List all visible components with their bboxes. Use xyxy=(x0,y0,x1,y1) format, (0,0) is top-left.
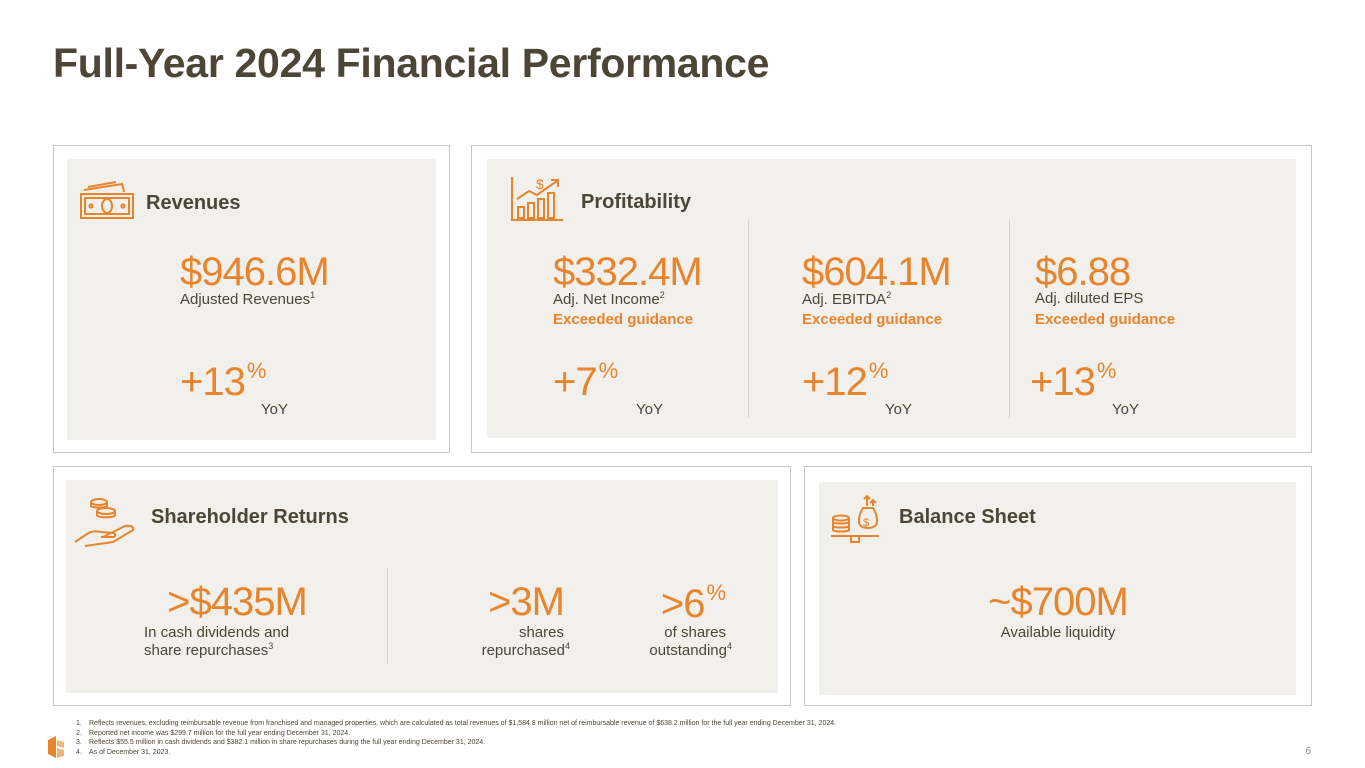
adj-ebitda-value: $604.1M xyxy=(802,250,952,294)
company-logo xyxy=(48,736,64,758)
adj-diluted-eps-growth: +13% xyxy=(1030,358,1117,404)
revenues-growth: +13% xyxy=(180,358,267,404)
adj-net-income-status: Exceeded guidance xyxy=(553,311,694,328)
shareholder-returns-heading: Shareholder Returns xyxy=(151,506,349,528)
svg-text:$: $ xyxy=(536,176,544,192)
adjusted-revenues-label: Adjusted Revenues1 xyxy=(180,290,316,308)
available-liquidity-label: Available liquidity xyxy=(1000,624,1116,641)
adj-diluted-eps-label: Adj. diluted EPS xyxy=(1035,290,1144,307)
footnote: 2. Reported net income was $299.7 million… xyxy=(76,729,351,737)
adjusted-revenues-value: $946.6M xyxy=(180,250,330,294)
hand-coins-icon xyxy=(74,498,135,547)
adj-ebitda-status: Exceeded guidance xyxy=(802,311,943,328)
revenues-yoy-label: YoY xyxy=(261,401,288,418)
cash-icon xyxy=(80,181,134,219)
page-number: 6 xyxy=(1305,746,1311,757)
svg-text:$: $ xyxy=(863,517,869,529)
adj-net-income-growth: +7% xyxy=(553,358,619,404)
adj-net-income-yoy-label: YoY xyxy=(636,401,663,418)
adj-diluted-eps-status: Exceeded guidance xyxy=(1035,311,1176,328)
footnote: 1. Reflects revenues, excluding reimbursa… xyxy=(76,720,837,727)
adj-net-income-label: Adj. Net Income2 xyxy=(553,290,665,308)
profitability-heading: Profitability xyxy=(581,191,692,213)
money-bag-scale-icon: $ xyxy=(831,494,879,543)
profitability-card xyxy=(471,145,1312,453)
adj-ebitda-label: Adj. EBITDA2 xyxy=(802,290,892,308)
shares-outstanding-pct-value: >6% xyxy=(660,580,726,626)
shares-repurchased-value: >3M xyxy=(488,580,565,624)
available-liquidity-value: ~$700M xyxy=(988,580,1129,624)
shares-outstanding-label: of shares outstanding4 xyxy=(649,624,732,660)
growth-chart-icon: $ xyxy=(511,176,563,221)
footnote: 4. As of December 31, 2023. xyxy=(76,748,171,756)
footnote: 3. Reflects $55.5 million in cash dividen… xyxy=(76,739,486,746)
adj-diluted-eps-value: $6.88 xyxy=(1035,250,1131,294)
divider xyxy=(748,220,749,418)
adj-ebitda-yoy-label: YoY xyxy=(885,401,912,418)
adj-net-income-value: $332.4M xyxy=(553,250,703,294)
divider xyxy=(1009,220,1010,418)
balance-sheet-heading: Balance Sheet xyxy=(899,506,1036,528)
balance-sheet-card xyxy=(804,466,1312,706)
revenues-heading: Revenues xyxy=(146,192,241,214)
adj-ebitda-growth: +12% xyxy=(802,358,889,404)
footnotes: 1. Reflects revenues, excluding reimbursa… xyxy=(76,719,836,757)
divider xyxy=(387,568,388,664)
cash-returned-label: In cash dividends and share repurchases3 xyxy=(144,624,290,660)
cash-returned-value: >$435M xyxy=(167,580,308,624)
page-title: Full-Year 2024 Financial Performance xyxy=(53,40,770,86)
adj-diluted-eps-yoy-label: YoY xyxy=(1112,401,1139,418)
shares-repurchased-label: shares repurchased4 xyxy=(481,624,570,660)
shareholder-returns-card xyxy=(53,466,791,706)
